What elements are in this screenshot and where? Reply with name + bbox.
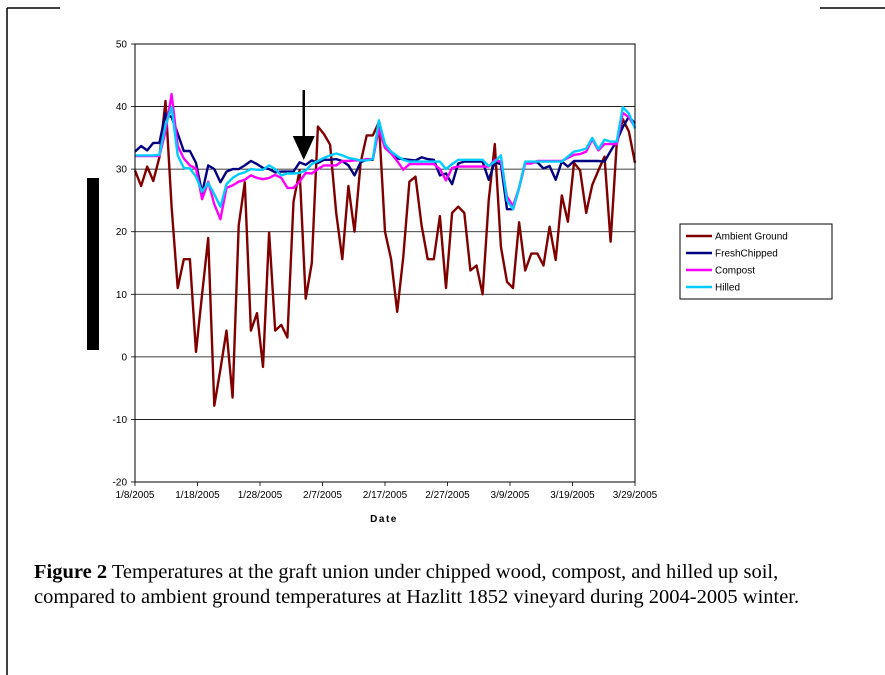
x-tick-label: 1/18/2005 [175, 490, 220, 501]
y-tick-label: 10 [116, 290, 128, 301]
y-axis-ticks: -20 -10 0 10 20 30 40 50 [113, 40, 135, 489]
legend-label: Hilled [715, 283, 740, 294]
series-line-ambient-ground [133, 99, 637, 407]
y-tick-label: -20 [113, 478, 128, 489]
series-line-hilled [135, 105, 637, 211]
x-tick-label: 2/7/2005 [303, 490, 342, 501]
x-tick-label: 1/8/2005 [116, 490, 155, 501]
x-tick-label: 2/27/2005 [425, 490, 470, 501]
figure-caption-label: Figure 2 [34, 561, 108, 583]
y-axis-bar [87, 178, 99, 350]
y-tick-label: 40 [116, 102, 128, 113]
legend-label: FreshChipped [715, 249, 778, 260]
y-tick-label: 20 [116, 227, 128, 238]
y-tick-label: 0 [121, 352, 127, 363]
legend-label: Compost [715, 266, 755, 277]
y-tick-label: -10 [113, 415, 128, 426]
figure-caption: Figure 2 Temperatures at the graft union… [34, 560, 834, 610]
legend-label: Ambient Ground [715, 232, 788, 243]
axes [134, 43, 636, 483]
x-axis-label: Date [370, 514, 398, 525]
figure-caption-text: Temperatures at the graft union under ch… [34, 561, 800, 608]
series-lines [133, 92, 637, 407]
y-tick-label: 30 [116, 165, 128, 176]
annotation-arrow [292, 90, 315, 160]
x-tick-label: 1/28/2005 [238, 490, 283, 501]
plot-border [134, 43, 636, 483]
x-tick-label: 3/19/2005 [550, 490, 595, 501]
x-axis-ticks: 1/8/2005 1/18/2005 1/28/2005 2/7/2005 2/17/2… [116, 482, 658, 501]
legend: Ambient Ground FreshChipped Compost Hilled [679, 223, 833, 300]
temperature-line-chart: -20 -10 0 10 20 30 40 50 1/8/2005 1/18/2005 1/28/… [113, 40, 833, 525]
x-tick-label: 3/9/2005 [491, 490, 530, 501]
y-tick-label: 50 [116, 40, 128, 51]
series-line-compost [135, 92, 637, 221]
arrow-head [292, 136, 315, 160]
x-tick-label: 3/29/2005 [613, 490, 658, 501]
x-tick-label: 2/17/2005 [363, 490, 408, 501]
